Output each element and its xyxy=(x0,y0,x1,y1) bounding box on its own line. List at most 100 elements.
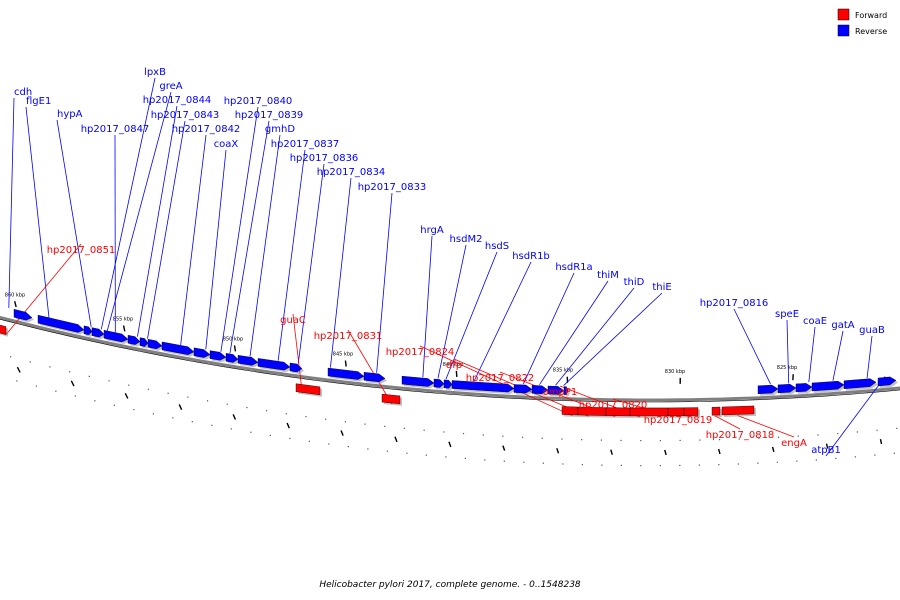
leader-line xyxy=(220,106,259,352)
gene-label-dfp: dfp xyxy=(446,360,462,371)
gene-label-coae: coaE xyxy=(803,316,827,327)
gene-hsdr1b[interactable] xyxy=(451,380,515,393)
leader-line xyxy=(347,329,393,405)
scale-tick xyxy=(233,345,237,352)
gene-label-hp2017-0833: hp2017_0833 xyxy=(358,182,427,193)
leader-line xyxy=(376,192,393,373)
gene-hsds[interactable] xyxy=(443,379,453,389)
gene-label-hsds: hsdS xyxy=(485,241,509,252)
gene-hp2017-0842[interactable] xyxy=(161,341,195,355)
leader-line xyxy=(737,415,795,438)
leader-line xyxy=(25,106,50,318)
scale-tick xyxy=(122,325,126,332)
gene-hp2017-0834[interactable] xyxy=(327,367,365,380)
gene-hp2017-0831[interactable] xyxy=(381,393,401,405)
leader-line xyxy=(473,261,532,382)
gene-hsdr1a[interactable] xyxy=(513,384,533,394)
leader-line xyxy=(8,97,15,308)
gene-hp2017-0824[interactable] xyxy=(561,406,579,416)
leader-line xyxy=(249,134,281,357)
gene-thie[interactable] xyxy=(563,386,569,395)
gene-label-ompp1: ompP1 xyxy=(543,387,578,398)
gene-gmhd[interactable] xyxy=(237,355,259,366)
leader-line xyxy=(229,120,270,354)
gene-guac[interactable] xyxy=(295,383,321,396)
gene-gata[interactable] xyxy=(811,380,845,392)
gene-hrga[interactable] xyxy=(401,375,435,387)
leader-line xyxy=(715,415,741,430)
gene-label-hp2017-0836: hp2017_0836 xyxy=(290,153,359,164)
gene-label-hp2017-0834: hp2017_0834 xyxy=(317,167,386,178)
gene-atpb1[interactable] xyxy=(877,376,897,387)
gene-hp2017-0843[interactable] xyxy=(147,338,163,350)
scale-tick xyxy=(344,360,347,367)
leader-line xyxy=(292,313,303,394)
gene-hypa[interactable] xyxy=(83,325,93,336)
leader-line xyxy=(733,308,771,385)
scale-tick-label: 840 kbp xyxy=(443,362,463,368)
scale-tick-label: 835 kbp xyxy=(553,368,573,374)
gene-hp2017-0833[interactable] xyxy=(363,372,386,383)
gene-thim[interactable] xyxy=(531,385,549,394)
gene-grea[interactable] xyxy=(103,329,129,343)
leader-line xyxy=(563,292,663,386)
gene-label-thid: thiD xyxy=(624,277,645,288)
gene-hp2017-0851[interactable] xyxy=(0,324,7,335)
gene-flge1[interactable] xyxy=(37,314,85,333)
gene-hp2017-0836[interactable] xyxy=(289,362,303,373)
genome-backbone-edge xyxy=(0,318,900,403)
inner-scale-ticks xyxy=(16,366,883,456)
gene-label-guab: guaB xyxy=(859,325,885,336)
gene-label-enga: engA xyxy=(781,438,807,449)
gene-label-hp2017-0819: hp2017_0819 xyxy=(644,415,713,426)
gene-label-hp2017-0822: hp2017_0822 xyxy=(466,373,535,384)
legend-reverse-label: Reverse xyxy=(855,27,887,36)
gene-label-hp2017-0842: hp2017_0842 xyxy=(172,124,241,135)
gene-hp2017-0816[interactable] xyxy=(757,384,779,394)
gene-hp2017-0818[interactable] xyxy=(711,406,721,416)
gene-hsdm2[interactable] xyxy=(433,378,445,388)
gene-label-lpxb: lpxB xyxy=(144,67,166,78)
scale-tick-label: 825 kbp xyxy=(777,365,797,371)
gene-label-hp2017-0843: hp2017_0843 xyxy=(151,110,220,121)
gene-label-hp2017-0820: hp2017_0820 xyxy=(579,400,648,411)
genome-caption: Helicobacter pylori 2017, complete genom… xyxy=(319,580,581,590)
gene-hp2017-0819[interactable] xyxy=(683,407,699,416)
gene-label-hp2017-0831: hp2017_0831 xyxy=(314,331,383,342)
scale-tick-label: 845 kbp xyxy=(333,352,353,358)
gene-hp2017-0837[interactable] xyxy=(257,358,291,371)
gene-hp2017-0839[interactable] xyxy=(225,353,239,363)
gene-label-hp2017-0844: hp2017_0844 xyxy=(143,95,212,106)
leader-line xyxy=(56,119,92,328)
gene-label-thie: thiE xyxy=(652,282,671,293)
gene-label-gmhd: gmhD xyxy=(265,124,295,135)
gene-enga[interactable] xyxy=(721,405,755,416)
gene-lpxb[interactable] xyxy=(91,327,105,338)
scale-tick xyxy=(13,301,17,308)
leader-line xyxy=(106,91,172,331)
gene-features xyxy=(0,308,898,418)
leader-line xyxy=(437,244,467,379)
gene-spee[interactable] xyxy=(777,384,797,394)
gene-label-coax: coaX xyxy=(214,139,239,150)
leader-line xyxy=(539,280,609,385)
leader-line xyxy=(555,287,635,386)
leader-line xyxy=(137,105,178,337)
gene-cdh[interactable] xyxy=(13,308,33,321)
gene-label-flge1: flgE1 xyxy=(26,96,51,107)
leader-line xyxy=(523,272,575,385)
gene-coax[interactable] xyxy=(193,347,211,358)
gene-thid[interactable] xyxy=(547,385,565,395)
gene-guab[interactable] xyxy=(843,378,877,389)
leader-line xyxy=(419,345,573,417)
gene-coae[interactable] xyxy=(795,383,813,393)
gene-label-hsdm2: hsdM2 xyxy=(450,234,483,245)
gene-label-thim: thiM xyxy=(597,270,619,281)
gene-label-hsdr1a: hsdR1a xyxy=(555,262,592,273)
gene-hp2017-0847[interactable] xyxy=(127,334,141,345)
gene-hp2017-0844[interactable] xyxy=(139,337,149,347)
scale-tick-label: 855 kbp xyxy=(113,317,133,323)
gene-hp2017-0840[interactable] xyxy=(209,350,227,361)
leader-line xyxy=(825,376,886,457)
